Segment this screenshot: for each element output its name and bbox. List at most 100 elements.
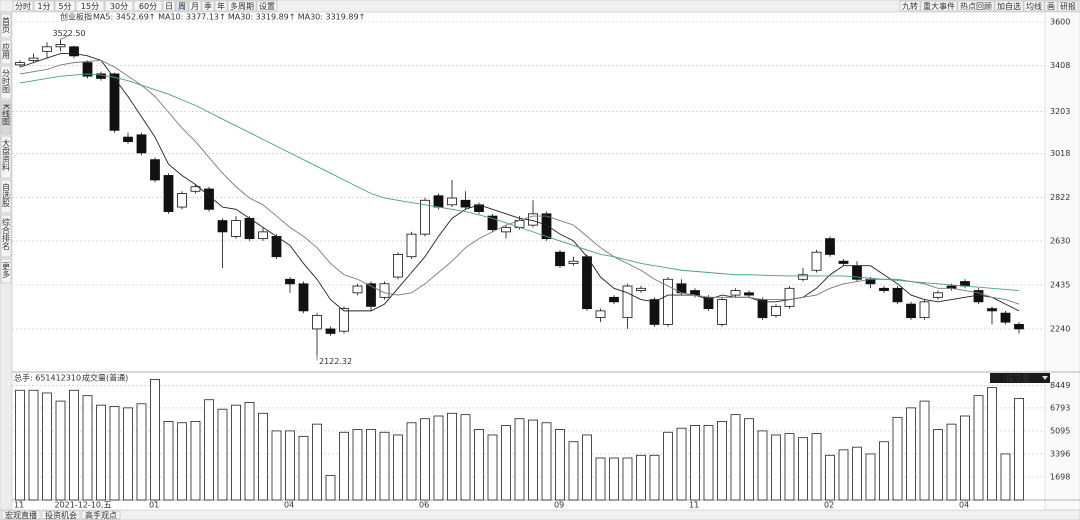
period-button[interactable] bbox=[75, 0, 105, 12]
sidebar-item[interactable] bbox=[0, 258, 12, 284]
volume-bar bbox=[622, 457, 633, 501]
volume-bar bbox=[541, 422, 552, 501]
period-button[interactable] bbox=[133, 0, 163, 12]
period-button[interactable] bbox=[214, 0, 228, 12]
candle-body bbox=[460, 199, 471, 208]
tool-button[interactable] bbox=[994, 0, 1024, 12]
tool-button[interactable] bbox=[899, 0, 921, 12]
tool-button[interactable] bbox=[1057, 0, 1079, 12]
tool-button[interactable] bbox=[1023, 0, 1045, 12]
period-label: 15分 bbox=[81, 2, 99, 11]
period-button[interactable] bbox=[175, 0, 189, 12]
legend-entry: MA10: 3377.13↑ bbox=[158, 13, 226, 22]
sidebar-item[interactable] bbox=[0, 100, 12, 135]
sidebar-item[interactable] bbox=[0, 135, 12, 179]
tab[interactable] bbox=[1, 510, 41, 520]
tab[interactable] bbox=[41, 510, 81, 520]
volume-bar bbox=[906, 407, 916, 501]
period-button[interactable] bbox=[227, 0, 257, 12]
candle-body bbox=[906, 303, 916, 319]
candle-body bbox=[271, 235, 282, 258]
candle-body bbox=[406, 233, 417, 258]
sidebar-item[interactable] bbox=[0, 214, 12, 258]
sidebar-item[interactable] bbox=[0, 13, 12, 39]
volume-bar bbox=[798, 437, 808, 501]
candle-body bbox=[825, 238, 835, 255]
volume-bar bbox=[177, 422, 187, 501]
volume-bar bbox=[582, 434, 592, 501]
volume-bar bbox=[136, 403, 147, 501]
candle-body bbox=[528, 213, 538, 226]
tool-label: 重大事件 bbox=[923, 1, 955, 11]
sidebar-item[interactable] bbox=[0, 65, 12, 100]
period-label: 分时 bbox=[15, 1, 31, 11]
candle-body bbox=[501, 226, 511, 233]
volume-bar bbox=[96, 404, 106, 501]
candle-body bbox=[123, 136, 133, 143]
tool-button[interactable] bbox=[957, 0, 995, 12]
period-button[interactable] bbox=[256, 0, 278, 12]
period-button[interactable] bbox=[12, 0, 34, 12]
candle-body bbox=[312, 314, 322, 330]
candle-body bbox=[298, 283, 309, 312]
volume-bar bbox=[271, 430, 282, 501]
volume-bar bbox=[69, 389, 79, 501]
sidebar-label: 更多 bbox=[2, 262, 11, 279]
volume-bar bbox=[811, 433, 822, 501]
candle-body bbox=[109, 73, 120, 131]
legend-entry: MA5: 3452.69↑ bbox=[93, 13, 156, 22]
annotation: 2122.32 bbox=[319, 357, 352, 366]
tool-button[interactable] bbox=[1044, 0, 1058, 12]
volume-bar bbox=[757, 430, 768, 501]
volume-bar bbox=[163, 421, 174, 501]
tab[interactable] bbox=[81, 510, 121, 520]
candle-body bbox=[339, 308, 349, 332]
tool-label: 研报 bbox=[1060, 1, 1076, 11]
candle-body bbox=[744, 292, 754, 296]
tool-button[interactable] bbox=[920, 0, 958, 12]
period-button[interactable] bbox=[54, 0, 76, 12]
x-tick-label: 11 bbox=[14, 501, 24, 510]
volume-bar bbox=[312, 423, 322, 501]
period-button[interactable] bbox=[162, 0, 176, 12]
period-button[interactable] bbox=[33, 0, 55, 12]
x-tick-label: 04 bbox=[284, 501, 294, 510]
candle-body bbox=[258, 231, 268, 240]
volume-bar bbox=[258, 412, 268, 501]
candle-body bbox=[447, 197, 457, 206]
y-tick-label: 3600 bbox=[1050, 17, 1070, 26]
volume-bar bbox=[231, 404, 241, 501]
volume-bar bbox=[946, 423, 957, 501]
volume-bar bbox=[825, 454, 835, 501]
candle-body bbox=[784, 287, 795, 307]
volume-bar bbox=[690, 425, 700, 501]
candle-body bbox=[204, 188, 214, 210]
candle-body bbox=[595, 310, 606, 319]
volume-bar bbox=[433, 415, 444, 501]
volume-bar bbox=[595, 457, 606, 501]
sidebar-item[interactable] bbox=[0, 39, 12, 65]
y-tick-label: 3203 bbox=[1050, 107, 1070, 116]
x-tick-label: 04 bbox=[959, 501, 969, 510]
volume-bar bbox=[1000, 453, 1011, 501]
x-tick-label: 11 bbox=[689, 501, 699, 510]
volume-bar bbox=[190, 421, 201, 501]
volume-bar bbox=[447, 412, 457, 501]
volume-bar bbox=[973, 395, 984, 501]
candle-body bbox=[163, 175, 174, 212]
y-tick-label: 2240 bbox=[1050, 324, 1070, 333]
dropdown-arrow bbox=[1042, 376, 1048, 380]
sidebar-item[interactable] bbox=[0, 179, 12, 214]
volume-selector[interactable] bbox=[990, 373, 1050, 383]
candle-body bbox=[55, 44, 66, 48]
candle-body bbox=[609, 296, 619, 303]
candle-body bbox=[28, 57, 39, 61]
tab-label: 高手观点 bbox=[85, 510, 117, 520]
period-button[interactable] bbox=[201, 0, 215, 12]
period-button[interactable] bbox=[104, 0, 134, 12]
candle-body bbox=[217, 220, 228, 233]
volume-bar bbox=[852, 446, 862, 501]
sidebar-label: 分时图 bbox=[2, 69, 11, 94]
sidebar-label: 应用 bbox=[2, 42, 11, 60]
period-button[interactable] bbox=[188, 0, 202, 12]
